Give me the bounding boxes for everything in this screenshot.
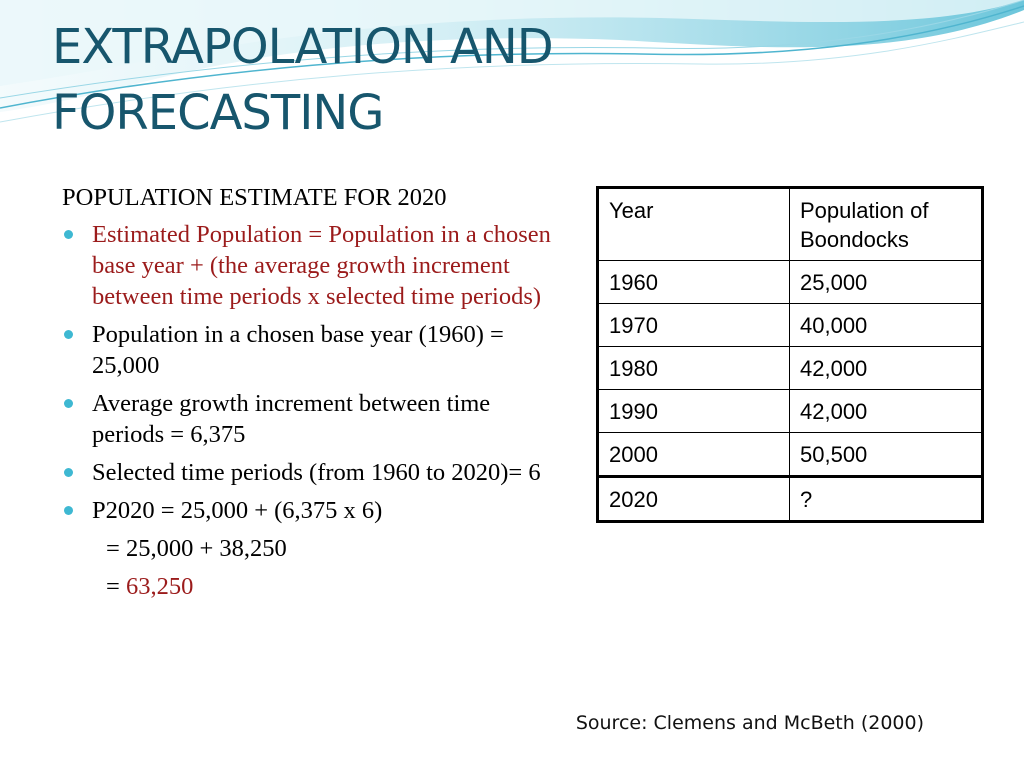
table-cell-population: 42,000 xyxy=(789,389,983,433)
table-cell-year: 1980 xyxy=(597,346,790,390)
table-cell-year: 2000 xyxy=(597,432,790,477)
bullet-dot-icon xyxy=(64,468,73,477)
formula-text: Estimated Population = Population in a c… xyxy=(92,221,551,310)
estimate-heading: POPULATION ESTIMATE FOR 2020 xyxy=(62,184,447,211)
calc-step-line: = 25,000 + 38,250 xyxy=(106,535,287,562)
table-cell-population: 50,500 xyxy=(789,432,983,477)
table-cell-population: 40,000 xyxy=(789,303,983,347)
list-item: Population in a chosen base year (1960) … xyxy=(62,319,562,381)
bullet-dot-icon xyxy=(64,330,73,339)
table-cell-year: 1970 xyxy=(597,303,790,347)
table-row: 1980 42,000 xyxy=(597,346,983,390)
calc-result-prefix: = xyxy=(106,573,126,600)
calc-result-value: 63,250 xyxy=(125,573,194,600)
header-wave-decoration xyxy=(0,0,1024,123)
table-cell-population: 25,000 xyxy=(789,260,983,304)
table-row: 2000 50,500 xyxy=(597,432,983,477)
table-row: 1990 42,000 xyxy=(597,389,983,433)
table-row: 1960 25,000 xyxy=(597,260,983,304)
table-cell-year: 1990 xyxy=(597,389,790,433)
base-year-text: Population in a chosen base year (1960) … xyxy=(92,321,504,379)
population-table: Year Population of Boondocks 1960 25,000… xyxy=(596,186,984,523)
bullet-dot-icon xyxy=(64,506,73,515)
bullet-list: Estimated Population = Population in a c… xyxy=(62,219,562,526)
bullet-dot-icon xyxy=(64,230,73,239)
slide-title-line1: EXTRAPOLATION AND xyxy=(52,19,554,75)
list-item: Selected time periods (from 1960 to 2020… xyxy=(62,457,562,488)
table-row: 1970 40,000 xyxy=(597,303,983,347)
calc-result-line: = 63,250 xyxy=(62,571,562,602)
table-cell-population: 42,000 xyxy=(789,346,983,390)
table-cell-year: 2020 xyxy=(597,475,790,522)
growth-increment-text: Average growth increment between time pe… xyxy=(92,390,491,448)
table-header-population: Population of Boondocks xyxy=(789,187,983,261)
slide-title-line2: FORECASTING xyxy=(52,85,384,141)
table-row: 2020 ? xyxy=(597,475,983,522)
list-item: Average growth increment between time pe… xyxy=(62,388,562,450)
source-citation: Source: Clemens and McBeth (2000) xyxy=(575,712,924,734)
list-item: Estimated Population = Population in a c… xyxy=(62,219,562,312)
p2020-equation-text: P2020 = 25,000 + (6,375 x 6) xyxy=(92,497,383,524)
time-periods-text: Selected time periods (from 1960 to 2020… xyxy=(92,459,541,486)
slide-title: EXTRAPOLATION AND FORECASTING xyxy=(52,14,692,146)
table-header-row: Year Population of Boondocks xyxy=(597,187,983,261)
table-cell-population: ? xyxy=(789,475,983,522)
slide-content: POPULATION ESTIMATE FOR 2020 Estimated P… xyxy=(62,182,562,609)
table-header-year: Year xyxy=(597,187,790,261)
table-cell-year: 1960 xyxy=(597,260,790,304)
bullet-dot-icon xyxy=(64,399,73,408)
list-item: P2020 = 25,000 + (6,375 x 6) xyxy=(62,495,562,526)
